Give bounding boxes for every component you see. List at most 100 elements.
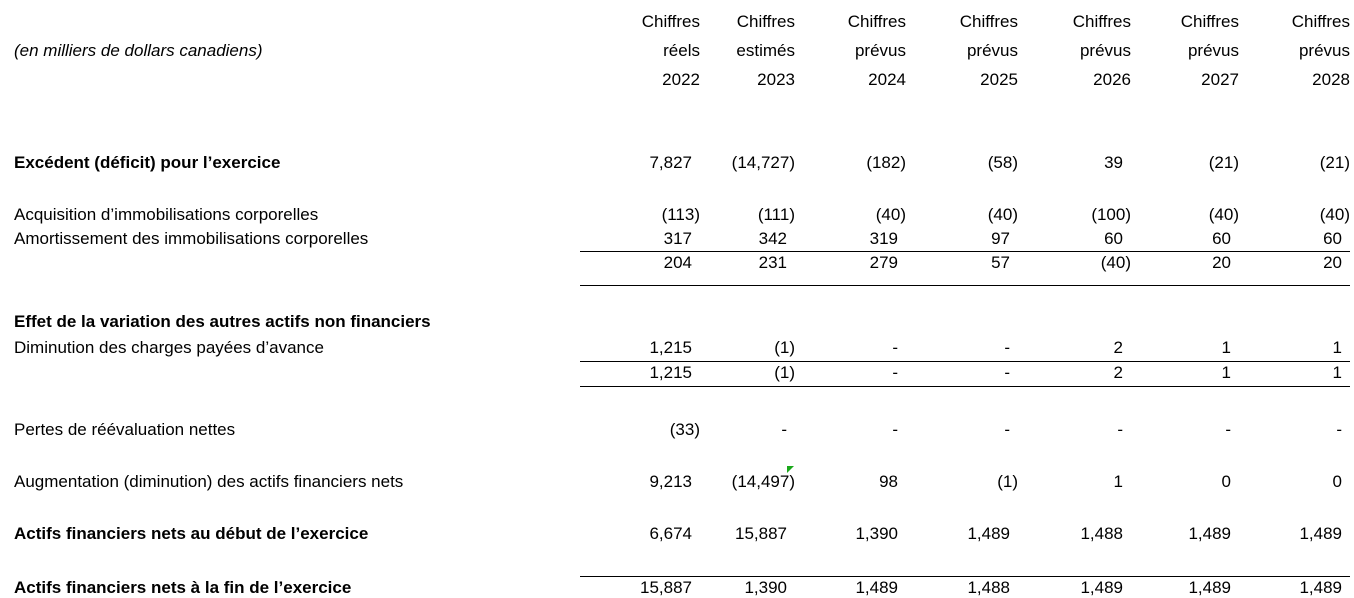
- cell: 204: [663, 253, 692, 272]
- cell: 15,887: [640, 578, 692, 597]
- cell: 98: [879, 472, 898, 491]
- rule-line: [580, 386, 1350, 387]
- cell: 2: [1113, 338, 1123, 357]
- cell: (40): [987, 205, 1018, 224]
- cell: (40): [1100, 253, 1131, 272]
- cell: (182): [866, 153, 906, 172]
- column-header: estimés: [736, 41, 795, 60]
- column-header: 2023: [757, 70, 795, 89]
- column-header: Chiffres: [1291, 12, 1350, 31]
- cell: 20: [1323, 253, 1342, 272]
- cell: 279: [869, 253, 898, 272]
- cell: -: [1117, 420, 1123, 439]
- row-label: Actifs financiers nets à la fin de l’exe…: [14, 578, 352, 597]
- row-label: Excédent (déficit) pour l’exercice: [14, 153, 281, 172]
- cell: 1,390: [855, 524, 898, 543]
- cell: 231: [758, 253, 787, 272]
- cell: 60: [1104, 229, 1123, 248]
- cell: (100): [1091, 205, 1131, 224]
- cell: -: [1225, 420, 1231, 439]
- cell: 1,489: [1080, 578, 1123, 597]
- rule-line: [580, 576, 1350, 577]
- row-label: Pertes de réévaluation nettes: [14, 420, 236, 439]
- row-label: Augmentation (diminution) des actifs fin…: [14, 472, 404, 491]
- cell: 57: [991, 253, 1010, 272]
- cell: 1,390: [744, 578, 787, 597]
- cell: -: [1004, 363, 1010, 382]
- cell: (111): [757, 205, 795, 224]
- column-header: Chiffres: [736, 12, 795, 31]
- row-label: Acquisition d’immobilisations corporelle…: [14, 205, 319, 224]
- cell: (21): [1208, 153, 1239, 172]
- column-header: réels: [663, 41, 700, 60]
- cell: (58): [987, 153, 1018, 172]
- cell: 0: [1332, 472, 1342, 491]
- cell: 1,489: [1188, 524, 1231, 543]
- column-header: 2027: [1201, 70, 1239, 89]
- cell: -: [892, 420, 898, 439]
- cell: 1: [1221, 363, 1231, 382]
- cell: 39: [1104, 153, 1123, 172]
- cell: 319: [869, 229, 898, 248]
- cell: 317: [663, 229, 692, 248]
- column-header: Chiffres: [1072, 12, 1131, 31]
- row-label: Actifs financiers nets au début de l’exe…: [14, 524, 369, 543]
- cell: 6,674: [649, 524, 692, 543]
- cell: 342: [758, 229, 787, 248]
- row-label: Diminution des charges payées d’avance: [14, 338, 324, 357]
- cell: -: [1336, 420, 1342, 439]
- cell: 1: [1113, 472, 1123, 491]
- cell: 60: [1323, 229, 1342, 248]
- cell: (40): [875, 205, 906, 224]
- column-header: 2022: [662, 70, 700, 89]
- cell: -: [781, 420, 787, 439]
- cell: 1,489: [1188, 578, 1231, 597]
- cell: -: [892, 338, 898, 357]
- cell: 1,488: [967, 578, 1010, 597]
- cell: 1: [1332, 363, 1342, 382]
- comment-marker: [787, 466, 794, 473]
- cell: 97: [991, 229, 1010, 248]
- row-label: Effet de la variation des autres actifs …: [14, 312, 431, 331]
- rule-line: [580, 251, 1350, 252]
- column-header: Chiffres: [959, 12, 1018, 31]
- cell: (14,497): [731, 472, 795, 491]
- cell: (1): [774, 363, 795, 382]
- column-header: 2024: [868, 70, 906, 89]
- row-label: Amortissement des immobilisations corpor…: [14, 229, 369, 248]
- cell: 9,213: [649, 472, 692, 491]
- cell: 1,215: [649, 338, 692, 357]
- cell: 1,489: [1299, 524, 1342, 543]
- column-header: prévus: [854, 41, 906, 60]
- cell: 15,887: [735, 524, 787, 543]
- cell: 20: [1212, 253, 1231, 272]
- cell: (14,727): [731, 153, 795, 172]
- cell: (40): [1208, 205, 1239, 224]
- cell: 2: [1113, 363, 1123, 382]
- column-header: prévus: [966, 41, 1018, 60]
- column-header: prévus: [1079, 41, 1131, 60]
- cell: (21): [1319, 153, 1350, 172]
- cell: (113): [661, 205, 700, 224]
- cell: 1: [1221, 338, 1231, 357]
- rule-line: [580, 361, 1350, 362]
- cell: 60: [1212, 229, 1231, 248]
- cell: 0: [1221, 472, 1231, 491]
- cell: -: [1004, 338, 1010, 357]
- column-header: prévus: [1298, 41, 1350, 60]
- cell: (1): [774, 338, 795, 357]
- cell: -: [892, 363, 898, 382]
- column-header: 2025: [980, 70, 1018, 89]
- cell: 1: [1332, 338, 1342, 357]
- cell: 1,489: [1299, 578, 1342, 597]
- cell: -: [1004, 420, 1010, 439]
- cell: 1,215: [649, 363, 692, 382]
- cell: 1,489: [967, 524, 1010, 543]
- column-header: prévus: [1187, 41, 1239, 60]
- column-header: Chiffres: [847, 12, 906, 31]
- column-header: 2028: [1312, 70, 1350, 89]
- cell: 7,827: [649, 153, 692, 172]
- cell: 1,489: [855, 578, 898, 597]
- unit-label: (en milliers de dollars canadiens): [14, 41, 263, 60]
